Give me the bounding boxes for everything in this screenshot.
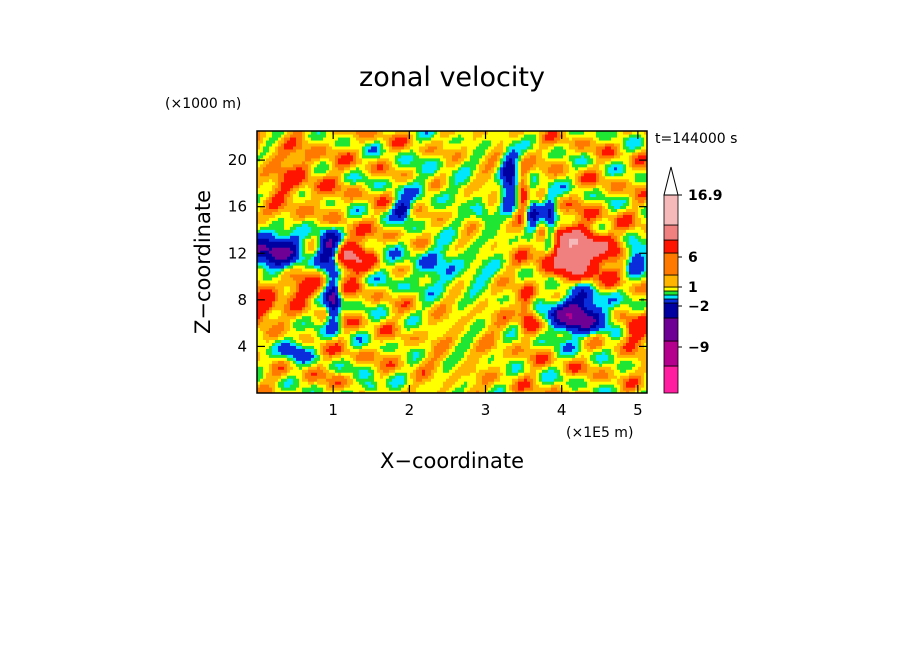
colorbar: 16.9 6 1 −2 −9 [664, 167, 723, 393]
x-tick-label: 3 [481, 401, 491, 419]
x-tick-label: 5 [633, 401, 643, 419]
colorbar-segment [664, 341, 678, 366]
y-unit-label: (×1000 m) [165, 96, 241, 112]
y-axis-title: Z−coordinate [191, 190, 215, 334]
colorbar-segment [664, 318, 678, 341]
colorbar-label: 1 [688, 280, 698, 296]
colorbar-segment [664, 295, 678, 299]
colorbar-segment [664, 225, 678, 240]
colorbar-label: 6 [688, 250, 698, 266]
y-tick-label: 20 [228, 151, 247, 169]
x-tick-label: 4 [557, 401, 567, 419]
colorbar-label: −2 [688, 299, 709, 315]
x-tick-label: 1 [328, 401, 338, 419]
x-axis-title: X−coordinate [380, 449, 524, 473]
colorbar-segment [664, 195, 678, 225]
colorbar-segment [664, 275, 678, 287]
y-tick-label: 16 [228, 198, 247, 216]
y-tick-label: 12 [228, 244, 247, 262]
colorbar-segment [664, 240, 678, 253]
colorbar-segment [664, 287, 678, 291]
y-tick-label: 8 [237, 291, 247, 309]
y-tick-label: 4 [237, 337, 247, 355]
colorbar-label: 16.9 [688, 188, 723, 204]
colorbar-label: −9 [688, 340, 709, 356]
time-label: t=144000 s [655, 131, 737, 147]
chart-title: zonal velocity [359, 62, 545, 93]
colorbar-segment [664, 253, 678, 275]
colorbar-segment [664, 366, 678, 393]
x-tick-label: 2 [405, 401, 415, 419]
colorbar-segment [664, 303, 678, 318]
colorbar-segment [664, 291, 678, 295]
colorbar-segment [664, 299, 678, 303]
x-unit-label: (×1E5 m) [566, 425, 633, 441]
colorbar-overflow-triangle [664, 167, 678, 195]
heatmap-plot [257, 131, 648, 394]
